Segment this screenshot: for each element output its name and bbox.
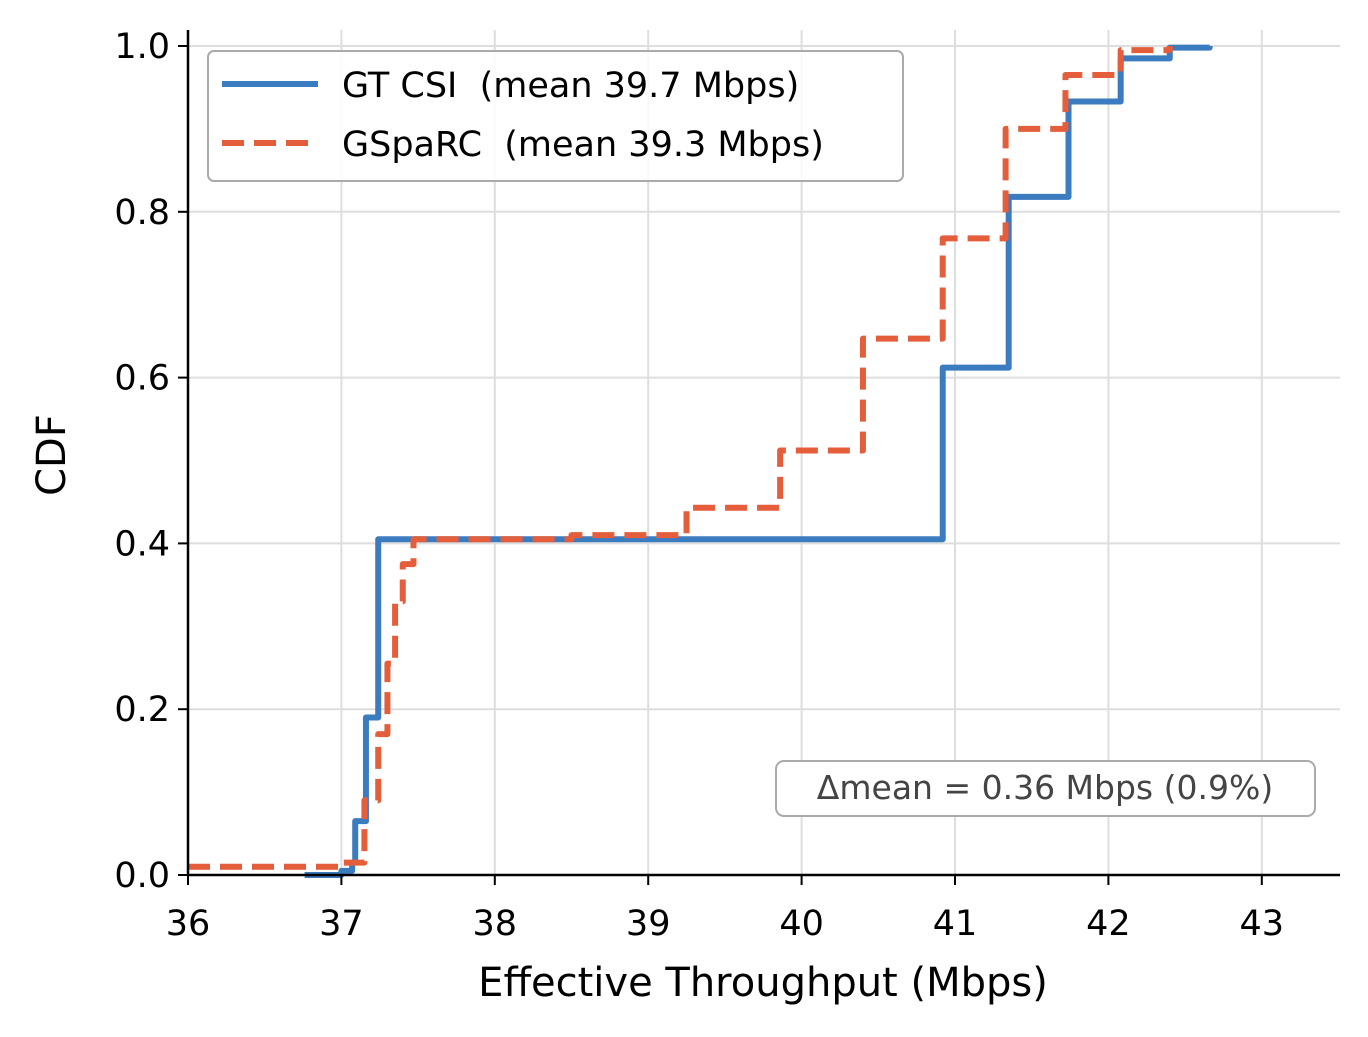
x-tick-label: 36 [166,904,211,944]
x-axis-label: Effective Throughput (Mbps) [478,960,1048,1006]
legend-box [207,50,904,182]
series-group [188,44,1213,878]
annotation-box [775,760,1316,817]
y-tick-label: 0.4 [114,524,170,564]
x-tick-label: 42 [1086,904,1131,944]
annotation-text: Δmean = 0.36 Mbps (0.9%) [817,768,1273,807]
legend: GT CSI (mean 39.7 Mbps) GSpaRC (mean 39.… [207,50,904,182]
y-tick-label: 0.2 [114,690,170,730]
x-tick-label: 37 [319,904,364,944]
y-tick-label: 0.0 [114,856,170,896]
y-tick-label: 1.0 [114,27,170,67]
ticks: 36 37 38 39 40 41 42 43 0.0 0.2 0.4 0.6 0.8 1.0 [114,27,1284,944]
x-tick-label: 41 [933,904,978,944]
legend-label-gt-csi: GT CSI (mean 39.7 Mbps) [342,66,799,106]
axes [186,30,1340,877]
x-tick-label: 38 [473,904,518,944]
series-gsparc-line [188,46,1173,870]
y-axis-label: CDF [29,414,75,496]
x-tick-label: 40 [779,904,824,944]
y-tick-label: 0.6 [114,359,170,399]
y-tick-label: 0.8 [114,193,170,233]
x-tick-label: 39 [626,904,671,944]
x-tick-label: 43 [1240,904,1285,944]
annotation: Δmean = 0.36 Mbps (0.9%) [775,760,1316,817]
legend-label-gsparc: GSpaRC (mean 39.3 Mbps) [342,125,824,165]
